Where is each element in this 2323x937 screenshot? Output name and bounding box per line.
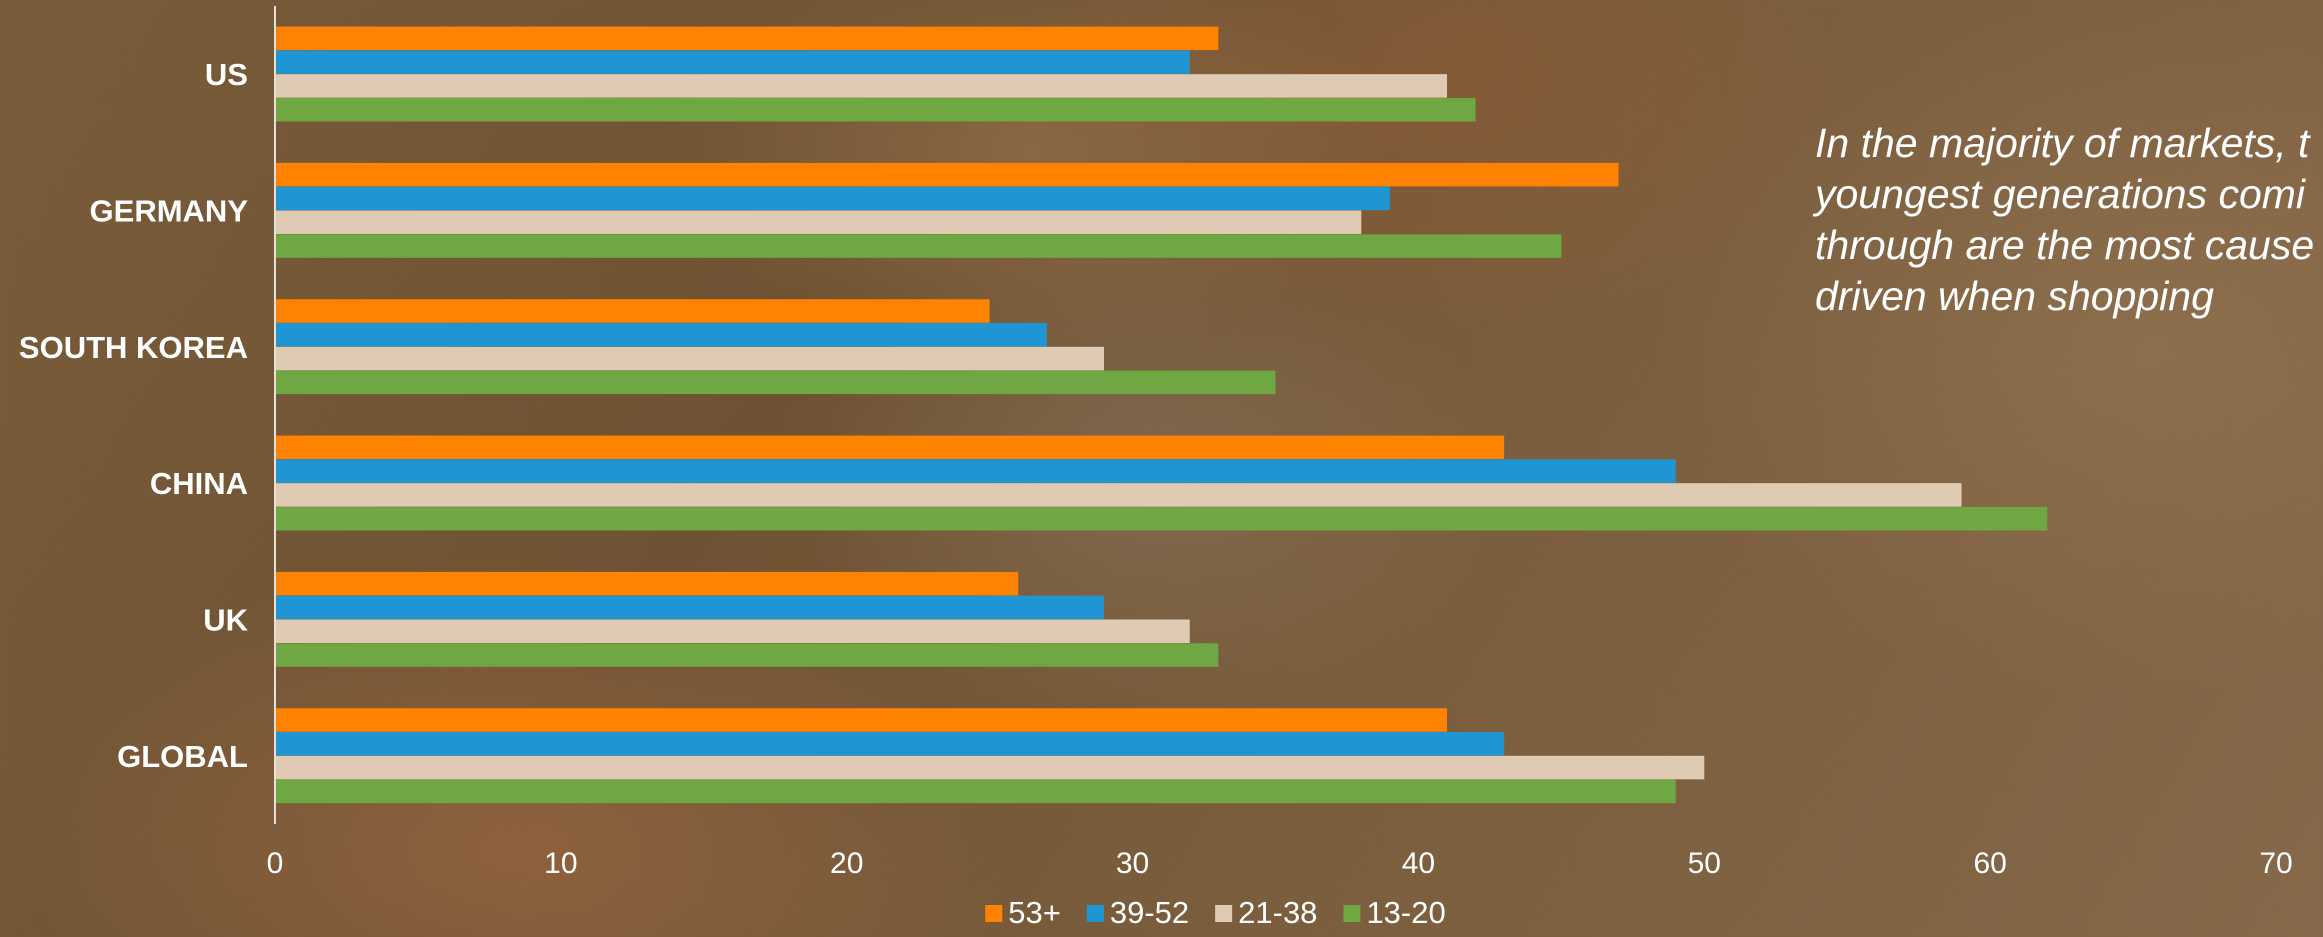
category-label: GERMANY	[90, 194, 249, 229]
annotation-line: youngest generations comi	[1815, 171, 2306, 217]
x-tick-label: 60	[1973, 847, 2006, 880]
legend-label: 39-52	[1110, 895, 1189, 930]
annotation-line: driven when shopping	[1815, 273, 2214, 319]
legend-label: 53+	[1008, 895, 1061, 930]
legend-swatch	[1343, 905, 1361, 922]
x-tick-label: 20	[830, 847, 863, 880]
bar-south-korea-53+	[275, 299, 990, 323]
legend-label: 21-38	[1238, 895, 1317, 930]
annotation-callout: In the majority of markets, t youngest g…	[1815, 118, 2323, 322]
category-label: US	[205, 57, 248, 92]
bar-china-39-52	[275, 459, 1676, 483]
bar-global-53+	[275, 708, 1448, 732]
legend: 53+ 39-52 21-38 13-20	[985, 895, 1446, 930]
category-label: SOUTH KOREA	[19, 330, 248, 365]
bar-germany-39-52	[275, 186, 1390, 211]
x-tick-label: 10	[544, 847, 577, 880]
bar-uk-21-38	[275, 619, 1190, 643]
bar-china-13-20	[275, 506, 2048, 531]
x-tick-label: 30	[1116, 847, 1149, 880]
x-tick-label: 0	[267, 847, 284, 880]
bar-us-39-52	[275, 50, 1190, 74]
bar-uk-39-52	[275, 595, 1104, 620]
annotation-line: In the majority of markets, t	[1815, 120, 2310, 166]
bar-uk-53+	[275, 571, 1019, 596]
legend-label: 13-20	[1366, 895, 1445, 930]
bar-global-21-38	[275, 755, 1705, 780]
category-label: CHINA	[150, 466, 248, 501]
bar-uk-13-20	[275, 643, 1219, 667]
x-tick-label: 70	[2259, 847, 2292, 880]
bars-group	[275, 26, 2048, 804]
bar-china-53+	[275, 435, 1505, 460]
bar-us-21-38	[275, 74, 1448, 98]
bar-global-39-52	[275, 732, 1505, 756]
x-tick-label: 50	[1688, 847, 1721, 880]
category-label: UK	[203, 603, 248, 638]
bar-germany-13-20	[275, 234, 1562, 258]
x-tick-label: 40	[1402, 847, 1435, 880]
bar-south-korea-39-52	[275, 323, 1047, 347]
bar-south-korea-13-20	[275, 370, 1276, 395]
bar-south-korea-21-38	[275, 346, 1104, 371]
bar-china-21-38	[275, 483, 1962, 507]
bar-us-13-20	[275, 97, 1476, 122]
bar-germany-21-38	[275, 210, 1362, 234]
category-labels: US GERMANY SOUTH KOREA CHINA UK GLOBAL	[19, 57, 249, 774]
legend-swatch	[985, 905, 1003, 922]
legend-swatch	[1086, 905, 1104, 922]
bar-germany-53+	[275, 162, 1619, 187]
annotation-line: through are the most cause	[1815, 222, 2315, 268]
x-tick-labels: 0 10 20 30 40 50 60 70	[267, 847, 2293, 880]
bar-us-53+	[275, 26, 1219, 51]
bar-global-13-20	[275, 779, 1676, 804]
category-label: GLOBAL	[117, 739, 248, 774]
legend-swatch	[1215, 905, 1233, 922]
